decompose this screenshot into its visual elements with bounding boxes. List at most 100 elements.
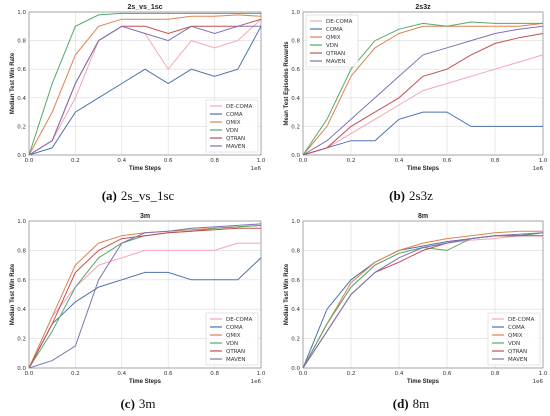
figure-caption: (b) 2s3z [389, 188, 433, 203]
x-axis-label: Time Steps [129, 379, 162, 385]
x-axis-label: Time Steps [129, 166, 162, 172]
series-line-qtran [302, 33, 544, 156]
legend-box [305, 14, 359, 68]
x-tick-label: 1.0 [539, 158, 548, 164]
x-tick-label: 0.6 [443, 158, 452, 164]
legend-label: DE-COMA [508, 317, 535, 323]
x-axis-label: Time Steps [407, 379, 440, 385]
x-offset-label: 1e6 [533, 379, 544, 385]
y-tick-label: 0.4 [291, 96, 300, 102]
legend-label: MAVEN [226, 144, 246, 150]
series-line-coma [28, 257, 262, 369]
legend-label: VDN [508, 341, 520, 347]
caption-letter: (a) [102, 188, 117, 203]
x-tick-label: 0.0 [25, 158, 34, 164]
x-tick-label: 0.2 [347, 371, 356, 377]
x-tick-label: 0.6 [164, 371, 173, 377]
caption-text: 2s_vs_1sc [121, 188, 175, 203]
y-tick-label: 1.0 [17, 10, 26, 16]
legend-label: MAVEN [326, 59, 346, 65]
series-line-maven [28, 25, 261, 156]
series-line-vdn [28, 12, 261, 156]
caption-text: 3m [139, 396, 156, 411]
plot-frame [28, 11, 262, 156]
y-tick-label: 0.0 [17, 153, 26, 159]
legend-label: DE-COMA [226, 104, 253, 110]
y-tick-label: 0.4 [17, 307, 26, 313]
x-tick-label: 0.2 [71, 371, 80, 377]
legend: DE-COMA COMA QMIX VDN QTRAN MAVEN [205, 312, 259, 366]
series-line-qtran [28, 227, 261, 369]
x-tick-label: 1.0 [257, 371, 266, 377]
series-line-maven [302, 25, 544, 156]
caption-text: 8m [413, 396, 430, 411]
chart-title: 2s_vs_1sc [127, 4, 162, 11]
y-tick-label: 0.2 [291, 124, 300, 130]
series-line-maven [302, 232, 544, 369]
y-tick-label: 0.6 [291, 67, 300, 73]
chart-panel-4: 0.0 0.2 0.4 0.6 0.8 1.0 0.0 0.2 0.4 0.6 0.8 1.0 1e6 8… [284, 213, 548, 385]
legend-label: QTRAN [508, 349, 527, 355]
y-tick-label: 0.2 [291, 337, 300, 343]
legend-label: QTRAN [226, 349, 245, 355]
legend-label: COMA [226, 325, 243, 331]
x-offset-label: 1e6 [251, 166, 262, 172]
legend-box [205, 312, 259, 366]
y-tick-label: 1.0 [17, 219, 26, 225]
legend-label: COMA [326, 27, 343, 33]
series-line-coma [302, 111, 543, 156]
x-tick-label: 0.2 [71, 158, 80, 164]
series-line-maven [28, 223, 262, 369]
legend-label: QMIX [226, 120, 241, 126]
legend-box [487, 312, 541, 366]
legend-label: DE-COMA [326, 19, 353, 25]
x-tick-label: 0.0 [299, 371, 308, 377]
y-axis-label: Mean Test Episodes Rewards [284, 41, 290, 126]
chart-title: 3m [140, 213, 150, 220]
x-tick-label: 0.6 [443, 371, 452, 377]
x-tick-label: 0.8 [491, 371, 500, 377]
chart-title: 2s3z [415, 4, 431, 11]
chart-panel-3: 0.0 0.2 0.4 0.6 0.8 1.0 0.0 0.2 0.4 0.6 0.8 1.0 1e6 3… [10, 213, 266, 385]
x-tick-label: 0.0 [299, 158, 308, 164]
y-tick-label: 1.0 [291, 219, 300, 225]
x-tick-label: 0.2 [347, 158, 356, 164]
y-tick-label: 1.0 [291, 10, 300, 16]
legend: DE-COMA COMA QMIX VDN QTRAN MAVEN [205, 99, 259, 153]
plot-frame [28, 220, 262, 369]
legend-label: QMIX [226, 333, 241, 339]
y-tick-label: 0.0 [291, 153, 300, 159]
series-line-qmix [28, 14, 262, 156]
caption-text: 2s3z [409, 188, 433, 203]
y-tick-label: 0.2 [17, 337, 26, 343]
x-tick-label: 1.0 [257, 158, 266, 164]
x-tick-label: 0.4 [117, 158, 126, 164]
legend-label: VDN [226, 128, 238, 134]
x-tick-label: 0.4 [395, 371, 404, 377]
x-tick-label: 0.8 [210, 158, 219, 164]
x-tick-label: 0.0 [25, 371, 34, 377]
y-tick-label: 0.6 [291, 278, 300, 284]
figure-caption: (d) 8m [393, 396, 430, 411]
series-line-vdn [302, 21, 543, 156]
legend-box [205, 99, 259, 153]
series-line-qmix [302, 22, 544, 156]
x-tick-label: 0.4 [395, 158, 404, 164]
legend-label: MAVEN [226, 357, 246, 363]
x-offset-label: 1e6 [533, 166, 544, 172]
caption-letter: (d) [393, 396, 409, 411]
x-tick-label: 0.8 [210, 371, 219, 377]
y-axis-label: Median Test Win Rate [10, 263, 16, 325]
caption-letter: (c) [120, 396, 134, 411]
x-axis-label: Time Steps [407, 166, 440, 172]
y-tick-label: 0.8 [17, 39, 26, 45]
legend-label: VDN [326, 43, 338, 49]
plot-frame [302, 220, 544, 369]
chart-title: 8m [418, 213, 428, 220]
legend-label: MAVEN [508, 357, 528, 363]
chart-panel-2: 0.0 0.2 0.4 0.6 0.8 1.0 0.0 0.2 0.4 0.6 0.8 1.0 1e6 2… [284, 4, 548, 172]
series-line-qmix [302, 230, 543, 369]
legend-label: QTRAN [226, 136, 245, 142]
plot-frame [302, 11, 544, 156]
y-tick-label: 0.6 [17, 278, 26, 284]
